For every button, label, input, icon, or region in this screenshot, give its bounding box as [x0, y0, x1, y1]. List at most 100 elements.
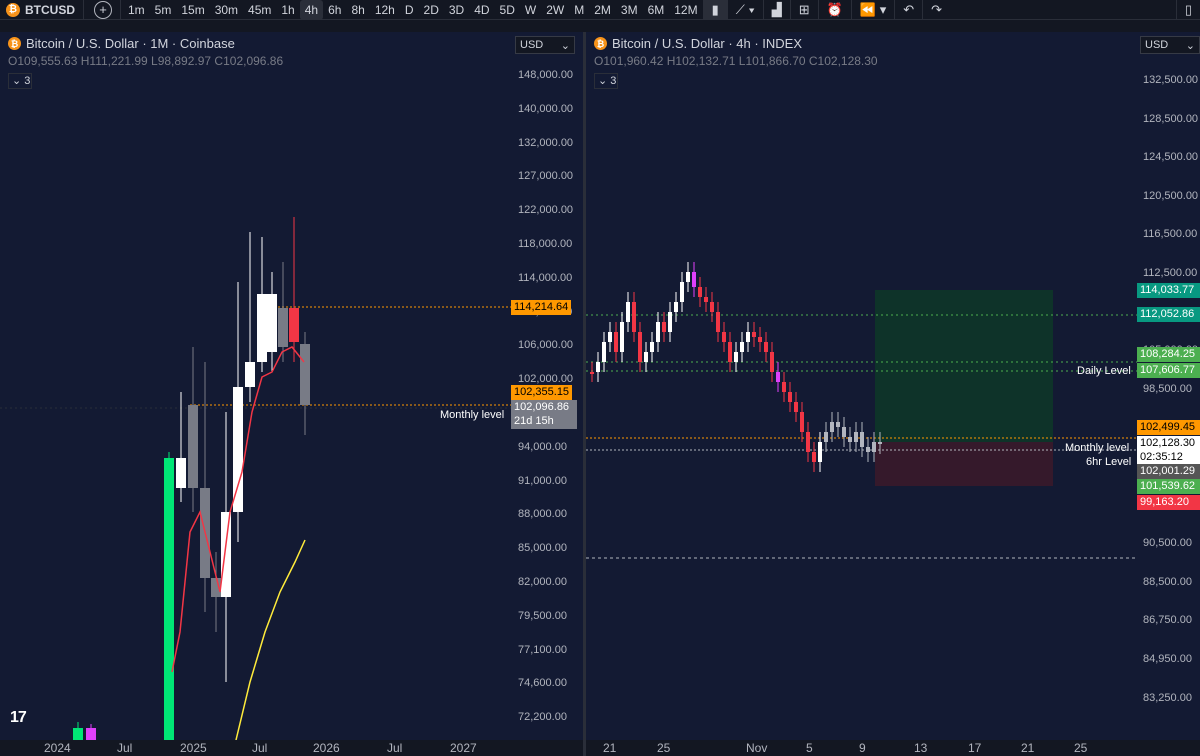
timeframe-6h[interactable]: 6h [328, 2, 342, 17]
timeframe-D[interactable]: D [404, 2, 414, 17]
timeframe-15m[interactable]: 15m [181, 2, 205, 17]
replay-icon[interactable]: ⏪ ▾ [850, 0, 894, 20]
candle-body [596, 362, 600, 372]
candles-chart-type-icon[interactable]: ▮ [702, 0, 727, 20]
candle-body [644, 352, 648, 362]
level-tag: 107,606.77 [1137, 363, 1200, 378]
timeframe-8h[interactable]: 8h [351, 2, 365, 17]
candle-body [233, 387, 243, 512]
candle-body [800, 412, 804, 432]
time-tick: 25 [657, 741, 671, 755]
bitcoin-icon: ₿ [594, 37, 607, 50]
candle-body [848, 437, 852, 442]
timeframe-45m[interactable]: 45m [248, 2, 272, 17]
candle-body [674, 302, 678, 312]
candle-body [854, 432, 858, 442]
symbol-search[interactable]: ₿ BTCUSD [0, 0, 84, 20]
sixhr-level-label: 6hr Level [1086, 456, 1132, 468]
layout-grid-icon[interactable]: ⊞ [789, 0, 818, 20]
price-tick: 74,600.00 [518, 677, 567, 690]
candle-body [211, 578, 221, 597]
price-tick: 114,000.00 [518, 271, 573, 284]
time-axis-right[interactable]: 21 25 Nov 5 9 13 17 21 25 [586, 740, 1200, 756]
timeframe-4h[interactable]: 4h [299, 0, 324, 20]
timeframe-1m[interactable]: 1m [128, 2, 145, 17]
chart-legend: ₿ Bitcoin / U.S. Dollar · 1M · Coinbase [8, 36, 235, 51]
monthly-level-label: Monthly level [440, 409, 505, 421]
timeframe-5m[interactable]: 5m [154, 2, 172, 17]
compare-add-icon[interactable]: + [94, 0, 112, 19]
target-zone [875, 290, 1053, 442]
chart-pane-left[interactable]: ₿ Bitcoin / U.S. Dollar · 1M · Coinbase … [0, 32, 583, 740]
alert-icon[interactable]: ⏰ [817, 0, 851, 20]
candle-body [866, 447, 870, 452]
moving-average-yellow [235, 539, 306, 740]
indicators-toggle[interactable]: ⌄ 3 [594, 73, 618, 89]
timeframe-12h[interactable]: 12h [374, 2, 395, 17]
symbol-label: BTCUSD [25, 2, 75, 17]
candle-body [824, 432, 828, 442]
last-price-tag: 102,096.86 [511, 400, 577, 415]
price-tick: 116,500.00 [1143, 228, 1198, 241]
timeframe-3M[interactable]: 3M [620, 2, 638, 17]
candle-body [656, 322, 660, 342]
price-tick: 102,000.00 [518, 373, 574, 386]
candle-body [638, 332, 642, 362]
price-tick: 85,000.00 [518, 542, 567, 555]
price-tick: 132,500.00 [1143, 74, 1199, 86]
candle-body [257, 294, 267, 362]
candle-body [764, 342, 768, 352]
chart-pane-right[interactable]: ₿ Bitcoin / U.S. Dollar · 4h · INDEX O10… [586, 32, 1200, 740]
candle-body [836, 422, 840, 427]
timeframe-12M[interactable]: 12M [674, 2, 698, 17]
timeframe-6M[interactable]: 6M [647, 2, 665, 17]
timeframe-1h[interactable]: 1h [281, 2, 295, 17]
candle-body [806, 432, 810, 452]
price-tick: 88,500.00 [1143, 575, 1192, 588]
timeframe-30m[interactable]: 30m [214, 2, 239, 17]
timeframe-2M[interactable]: 2M [594, 2, 611, 17]
candle-body [176, 458, 186, 488]
indicators-icon[interactable]: ▟ [762, 0, 790, 20]
time-axis-left[interactable]: 2024 Jul 2025 Jul 2026 Jul 2027 [0, 740, 583, 756]
candle-body [278, 308, 288, 347]
price-tick: 98,500.00 [1143, 382, 1192, 395]
line-tool-icon[interactable]: ⟋ ▾ [726, 0, 763, 20]
price-tick: 122,000.00 [518, 204, 574, 217]
candle-body [300, 344, 310, 405]
timeframe-W[interactable]: W [524, 2, 537, 17]
timeframe-2W[interactable]: 2W [546, 2, 565, 17]
price-tick: 94,000.00 [518, 440, 567, 453]
undo-icon[interactable]: ↶ [894, 0, 922, 20]
pane-divider[interactable] [583, 32, 586, 756]
candle-body [746, 332, 750, 342]
timeframe-M[interactable]: M [574, 2, 585, 17]
candle-body [680, 282, 684, 302]
layout-panel-icon[interactable]: ▯ [1175, 0, 1200, 20]
currency-select[interactable]: USD ⌄ [1140, 36, 1200, 54]
time-tick: Nov [746, 741, 768, 755]
redo-icon[interactable]: ↷ [922, 0, 950, 20]
last-price-tag: 102,128.30 [1137, 436, 1200, 451]
timeframe-5D[interactable]: 5D [499, 2, 515, 17]
candle-body [752, 332, 756, 337]
indicators-toggle[interactable]: ⌄ 3 [8, 73, 32, 89]
candle-body [626, 302, 630, 322]
price-tick: 90,500.00 [1143, 537, 1192, 550]
timeframe-4D[interactable]: 4D [474, 2, 490, 17]
countdown-tag: 02:35:12 [1137, 450, 1200, 465]
candle-body [188, 405, 198, 488]
timeframe-3D[interactable]: 3D [448, 2, 465, 17]
time-tick: 21 [1021, 741, 1035, 755]
moving-average-red [171, 346, 305, 673]
candle-body [842, 427, 846, 437]
level-tag: 102,499.45 [1137, 420, 1200, 435]
currency-select[interactable]: USD ⌄ [515, 36, 575, 54]
candle-body [590, 372, 594, 374]
time-tick: Jul [252, 741, 268, 755]
time-tick: 2025 [180, 741, 207, 755]
candle-body [716, 312, 720, 332]
candle-body [73, 728, 83, 740]
price-tick: 106,000.00 [518, 339, 574, 352]
timeframe-2D[interactable]: 2D [423, 2, 439, 17]
